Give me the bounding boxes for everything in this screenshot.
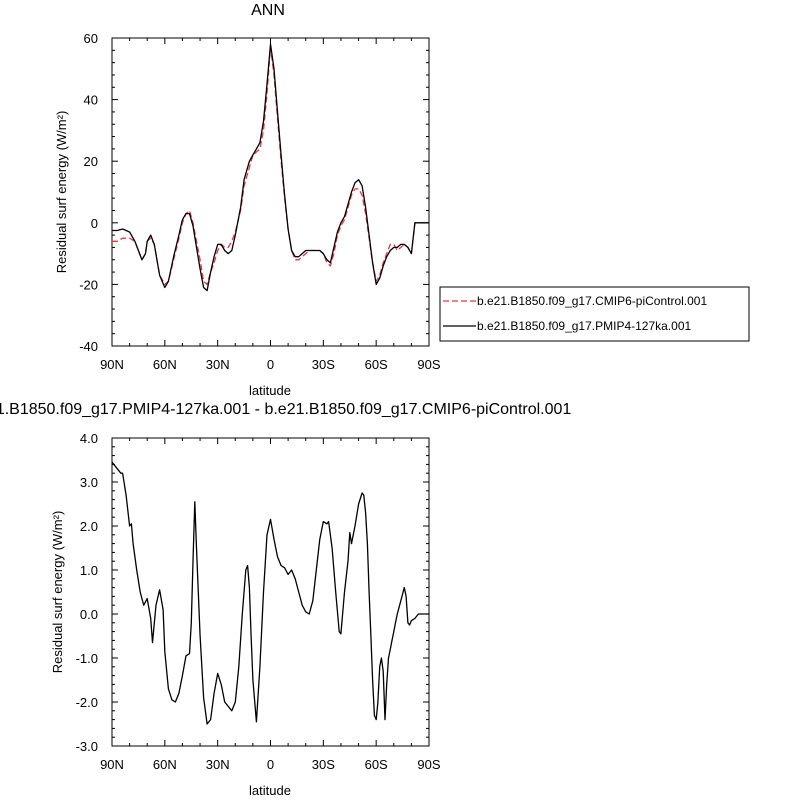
x-axis-label: latitude xyxy=(249,783,291,798)
y-tick-label: -3.0 xyxy=(76,739,98,754)
series-lines xyxy=(112,43,429,292)
x-tick-label: 30N xyxy=(206,357,230,372)
x-tick-label: 0 xyxy=(267,357,274,372)
legend-label-series-2: b.e21.B1850.f09_g17.PMIP4-127ka.001 xyxy=(477,319,691,333)
x-tick-label: 0 xyxy=(267,757,274,772)
x-tick-label: 90N xyxy=(100,357,124,372)
y-tick-label: -20 xyxy=(79,277,98,292)
y-tick-label: -40 xyxy=(79,339,98,354)
panel-bottom: b.e21.B1850.f09_g17.PMIP4-127ka.001 - b.… xyxy=(0,401,571,798)
y-axis-label: Residual surf energy (W/m²) xyxy=(54,111,69,274)
series-line-1 xyxy=(112,46,429,286)
series-lines xyxy=(111,461,429,725)
y-tick-label: 2.0 xyxy=(80,519,98,534)
x-tick-label: 90S xyxy=(417,357,440,372)
x-tick-label: 30S xyxy=(312,757,335,772)
legend: b.e21.B1850.f09_g17.CMIP6-piControl.001 … xyxy=(439,286,750,342)
y-tick-label: 60 xyxy=(84,31,98,46)
series-line-1 xyxy=(111,461,429,725)
y-tick-label: 1.0 xyxy=(80,563,98,578)
plot-frame xyxy=(111,37,430,347)
y-tick-label: 20 xyxy=(84,154,98,169)
y-tick-label: 4.0 xyxy=(80,431,98,446)
x-tick-label: 90S xyxy=(417,757,440,772)
x-tick-labels: 90N 60N 30N 0 30S 60S 90S xyxy=(100,357,441,372)
y-tick-label: -2.0 xyxy=(76,695,98,710)
legend-box xyxy=(439,286,750,342)
y-tick-label: 40 xyxy=(84,93,98,108)
y-tick-label: 3.0 xyxy=(80,475,98,490)
y-tick-label: 0.0 xyxy=(80,607,98,622)
x-tick-label: 90N xyxy=(100,757,124,772)
x-tick-label: 30S xyxy=(312,357,335,372)
x-tick-label: 60N xyxy=(153,357,177,372)
x-tick-labels: 90N 60N 30N 0 30S 60S 90S xyxy=(100,757,441,772)
tick-marks xyxy=(111,37,430,347)
x-tick-label: 60N xyxy=(153,757,177,772)
tick-marks xyxy=(111,437,430,747)
y-axis-label: Residual surf energy (W/m²) xyxy=(50,511,65,674)
x-tick-label: 60S xyxy=(365,357,388,372)
panel-top: ANN 90N 60N 30N 0 30S 60S 90S 60 40 20 0 -20 -40 la… xyxy=(54,2,750,398)
y-tick-labels: 4.0 3.0 2.0 1.0 0.0 -1.0 -2.0 -3.0 xyxy=(76,431,98,754)
chart-title: ANN xyxy=(251,2,285,19)
y-tick-label: -1.0 xyxy=(76,651,98,666)
series-line-2 xyxy=(112,43,429,292)
y-tick-label: 0 xyxy=(91,216,98,231)
chart-title: b.e21.B1850.f09_g17.PMIP4-127ka.001 - b.… xyxy=(0,401,571,418)
x-axis-label: latitude xyxy=(249,383,291,398)
x-tick-label: 60S xyxy=(365,757,388,772)
legend-label-series-1: b.e21.B1850.f09_g17.CMIP6-piControl.001 xyxy=(477,294,707,308)
x-tick-label: 30N xyxy=(206,757,230,772)
y-tick-labels: 60 40 20 0 -20 -40 xyxy=(79,31,98,354)
